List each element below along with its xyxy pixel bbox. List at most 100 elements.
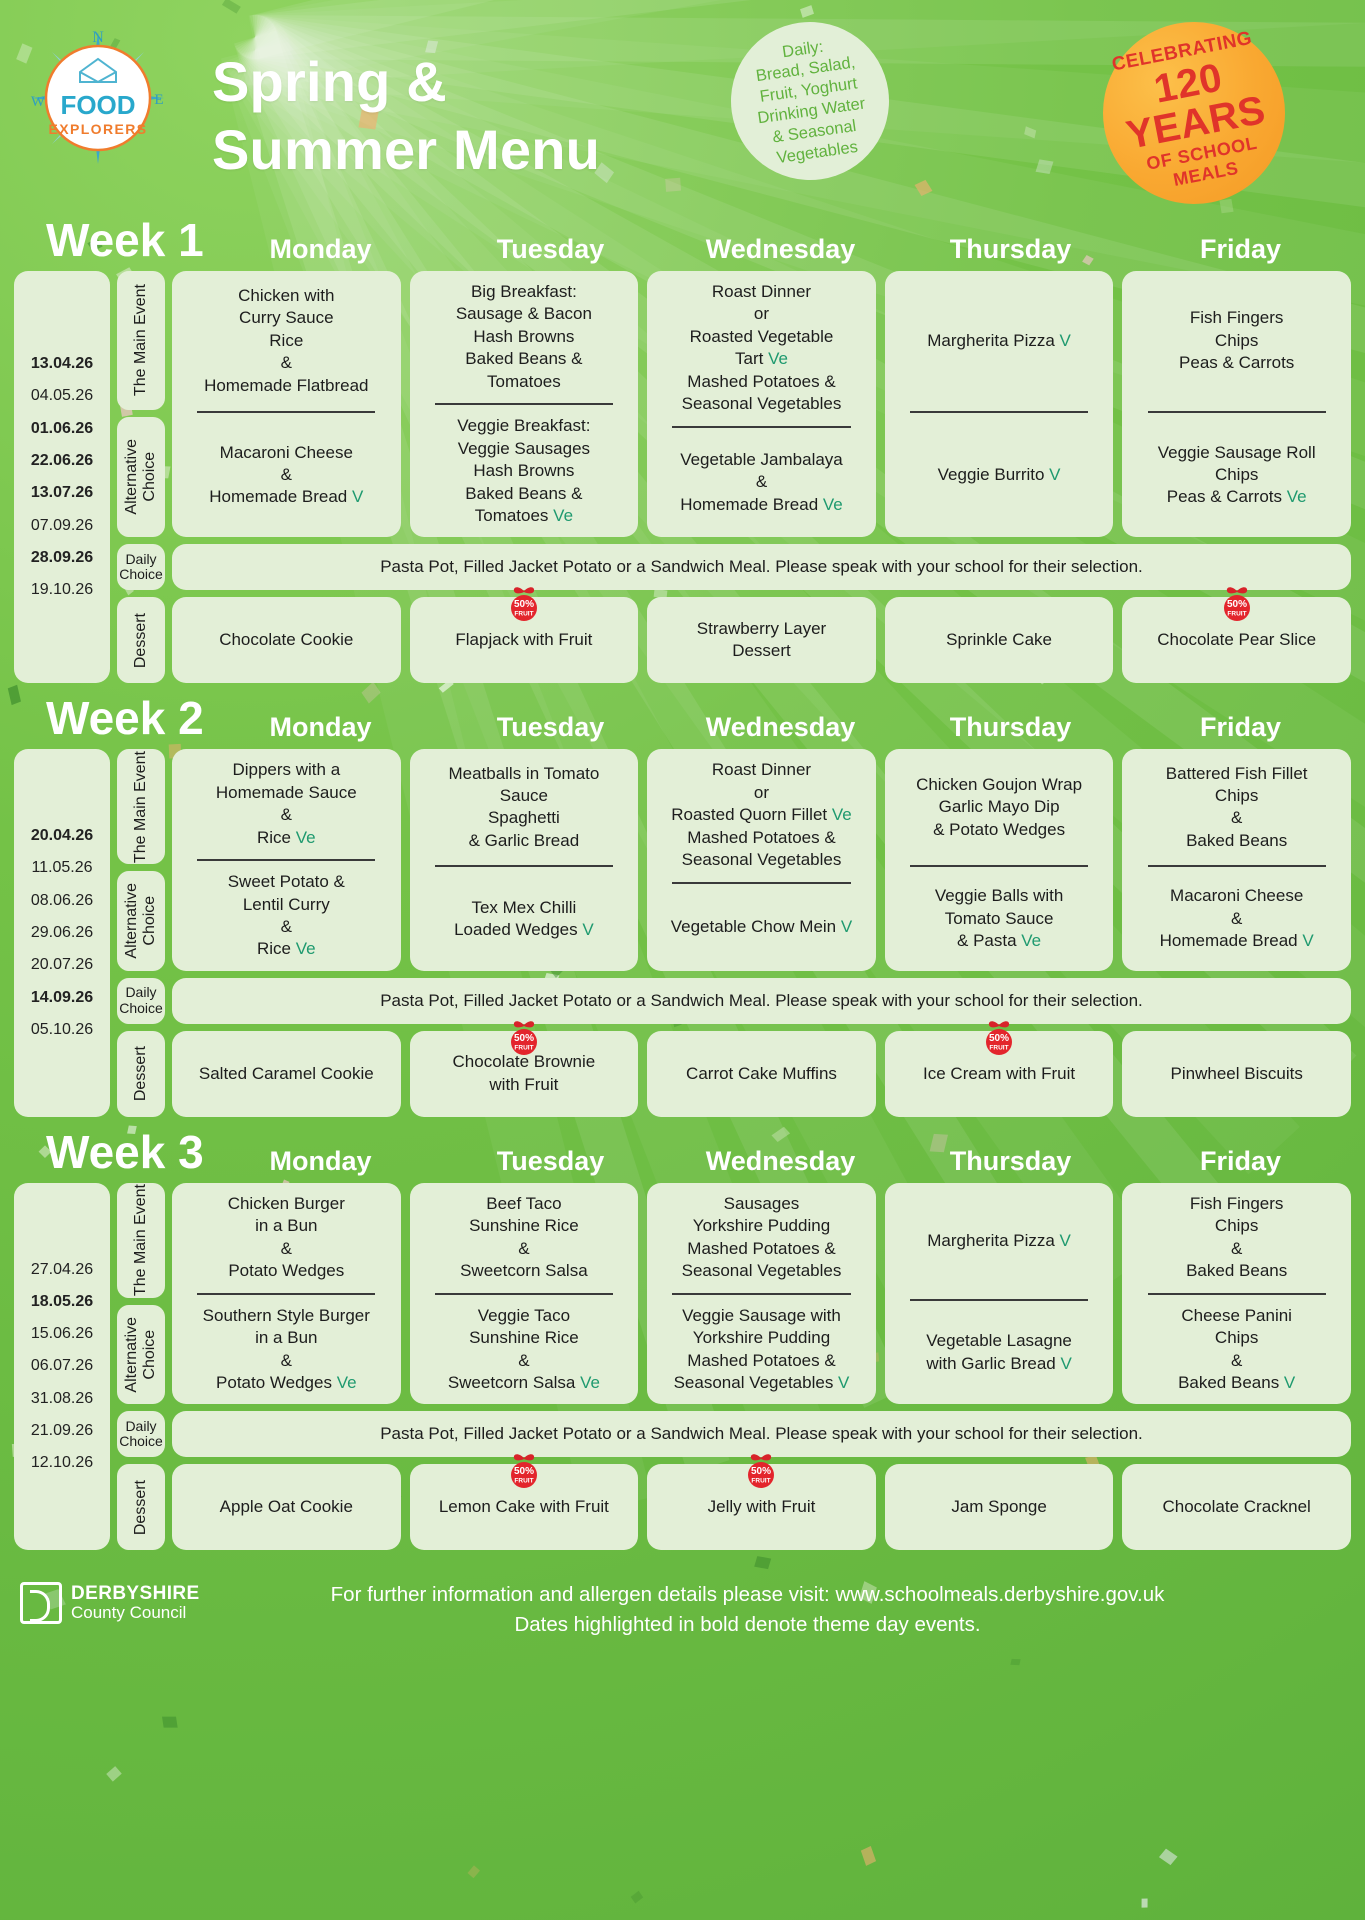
svg-text:50%: 50% xyxy=(514,1466,534,1477)
cell-divider xyxy=(1147,865,1326,868)
dessert-cell[interactable]: 50% FRUIT Chocolate Pear Slice xyxy=(1122,587,1351,684)
week-grid: 20.04.26 11.05.26 08.06.26 29.06.26 20.07.26… xyxy=(14,749,1351,1117)
main-event-text: Chicken with Curry Sauce Rice & Homemade Fla… xyxy=(204,285,369,395)
meal-cell[interactable]: Big Breakfast: Sausage & Bacon Hash Browns… xyxy=(409,271,639,538)
fruit-percentage-badge-icon: 50% FRUIT xyxy=(1218,584,1256,624)
veg-marker: Ve xyxy=(553,505,574,525)
row-label-daily-choice: Daily Choice xyxy=(117,544,165,591)
row-label-text: Daily Choice xyxy=(119,550,163,583)
dessert-cells: Chocolate Cookie 50% FRUIT Flapjack with Fr… xyxy=(172,587,1351,684)
meal-cell[interactable]: Roast Dinner or Roasted Vegetable Tart Ve Ma… xyxy=(647,271,876,538)
alternative-choice-text: Sweet Potato & Lentil Curry & Rice Ve xyxy=(227,872,345,959)
dessert-cell[interactable]: Salted Caramel Cookie xyxy=(172,1030,401,1117)
dessert-row: Dessert Chocolate Cookie 50% FRUIT Flapjack … xyxy=(117,587,1351,684)
row-label-column: The Main Event Alternative Choice xyxy=(117,271,165,538)
dessert-text: Chocolate Cookie xyxy=(219,630,354,650)
daily-choice-text[interactable]: Pasta Pot, Filled Jacket Potato or a San… xyxy=(172,544,1351,591)
dessert-text: Pinwheel Biscuits xyxy=(1170,1063,1303,1083)
row-label-text: Daily Choice xyxy=(119,984,163,1016)
row-label-text: Alternative Choice xyxy=(123,883,158,959)
main-event-text: Margherita Pizza V xyxy=(927,330,1071,350)
dessert-cell[interactable]: 50% FRUIT Flapjack with Fruit xyxy=(409,587,639,684)
week-title: Week 3 xyxy=(46,1125,204,1178)
dates-column: 13.04.26 04.05.26 01.06.26 22.06.26 13.07.26… xyxy=(14,271,110,684)
page-footer: DERBYSHIRE County Council For further in… xyxy=(0,1562,1365,1658)
cell-divider xyxy=(909,865,1089,868)
meal-cell[interactable]: Dippers with a Homemade Sauce & Rice Ve Swee… xyxy=(172,749,401,971)
alternative-choice-text: Cheese Panini Chips & Baked Beans V xyxy=(1178,1305,1296,1392)
cell-divider xyxy=(434,403,614,406)
date-item: 20.04.26 xyxy=(30,827,94,845)
week-title: Week 2 xyxy=(46,692,204,745)
row-label-column: The Main Event Alternative Choice xyxy=(117,1182,165,1405)
footer-bold-dates-note: Dates highlighted in bold denote theme d… xyxy=(514,1613,981,1637)
week-rows: The Main Event Alternative Choice Dippers … xyxy=(117,749,1351,1117)
date-item: 19.10.26 xyxy=(30,581,94,599)
dessert-cell[interactable]: 50% FRUIT Chocolate Brownie with Fruit xyxy=(409,1021,639,1117)
meal-cell[interactable]: Beef Taco Sunshine Rice & Sweetcorn Salsa Ve… xyxy=(409,1182,639,1405)
dessert-cell[interactable]: Strawberry Layer Dessert xyxy=(647,597,876,684)
meal-cell[interactable]: Chicken Burger in a Bun & Potato Wedges Sout… xyxy=(172,1182,401,1405)
svg-text:FRUIT: FRUIT xyxy=(514,611,533,618)
week-rows: The Main Event Alternative Choice Chicken … xyxy=(117,271,1351,684)
meal-cell[interactable]: Fish Fingers Chips Peas & Carrots Veggie Sa… xyxy=(1122,271,1351,538)
meal-cell[interactable]: Margherita Pizza V Veggie Burrito V xyxy=(884,271,1114,538)
date-item: 18.05.26 xyxy=(30,1292,94,1310)
meal-cell[interactable]: Meatballs in Tomato Sauce Spaghetti & Garli… xyxy=(409,749,639,971)
meal-cell[interactable]: Fish Fingers Chips & Baked Beans Cheese Pani… xyxy=(1122,1182,1351,1405)
dessert-cell[interactable]: 50% FRUIT Lemon Cake with Fruit xyxy=(409,1454,639,1551)
day-name-thursday: Thursday xyxy=(949,234,1072,264)
dessert-cells: Salted Caramel Cookie 50% FRUIT Chocolate B… xyxy=(172,1021,1351,1117)
page-title-line2: Summer Menu xyxy=(212,118,601,182)
daily-choice-text[interactable]: Pasta Pot, Filled Jacket Potato or a San… xyxy=(172,977,1351,1024)
date-item: 13.04.26 xyxy=(30,354,94,372)
dessert-cell[interactable]: Carrot Cake Muffins xyxy=(647,1030,876,1117)
svg-text:50%: 50% xyxy=(514,599,534,610)
day-name-wednesday: Wednesday xyxy=(705,234,856,264)
fruit-percentage-badge-icon: 50% FRUIT xyxy=(505,1451,543,1491)
dessert-row: Dessert Salted Caramel Cookie 50% FRUIT Choc… xyxy=(117,1021,1351,1117)
meal-cell[interactable]: Chicken with Curry Sauce Rice & Homemade Fla… xyxy=(172,271,401,538)
dessert-text: Flapjack with Fruit xyxy=(455,630,593,650)
fruit-percentage-badge-icon: 50% FRUIT xyxy=(980,1018,1018,1058)
meal-cell[interactable]: Roast Dinner or Roasted Quorn Fillet Ve Mas… xyxy=(647,749,876,971)
veg-marker: Ve xyxy=(336,1372,357,1392)
alternative-choice-text: Vegetable Lasagne with Garlic Bread V xyxy=(926,1331,1072,1373)
daily-choice-text[interactable]: Pasta Pot, Filled Jacket Potato or a San… xyxy=(172,1411,1351,1458)
svg-text:FRUIT: FRUIT xyxy=(514,1478,533,1485)
week-block-3: Week 3 Monday Tuesday Wednesday Thursday Frid… xyxy=(0,1117,1365,1551)
meal-cell[interactable]: Sausages Yorkshire Pudding Mashed Potatoes… xyxy=(647,1182,876,1405)
day-name-tuesday: Tuesday xyxy=(496,712,605,743)
dessert-cell[interactable]: 50% FRUIT Ice Cream with Fruit xyxy=(884,1021,1114,1117)
main-event-text: Meatballs in Tomato Sauce Spaghetti & Garli… xyxy=(448,763,600,850)
daily-items-badge-text: Daily: Bread, Salad, Fruit, Yoghurt Drinkin… xyxy=(754,37,867,167)
svg-text:FRUIT: FRUIT xyxy=(1227,611,1246,618)
date-item: 01.06.26 xyxy=(30,419,94,437)
row-label-text: Dessert xyxy=(132,1479,150,1535)
dessert-cell[interactable]: Pinwheel Biscuits xyxy=(1122,1030,1351,1117)
dessert-cell[interactable]: Chocolate Cookie xyxy=(172,597,401,684)
food-explorers-logo: FOOD EXPLORERS N E W xyxy=(28,28,168,168)
meal-cell[interactable]: Battered Fish Fillet Chips & Baked Beans Mac… xyxy=(1122,749,1351,971)
council-name-line2: County Council xyxy=(71,1603,187,1623)
date-item: 06.07.26 xyxy=(30,1357,94,1375)
main-event-text: Chicken Burger in a Bun & Potato Wedges xyxy=(227,1193,345,1281)
main-and-alternative-row: The Main Event Alternative Choice Chicken … xyxy=(117,1182,1351,1405)
cell-divider xyxy=(672,425,851,428)
dessert-cell[interactable]: Chocolate Cracknel xyxy=(1122,1464,1351,1551)
day-name-monday: Monday xyxy=(269,1145,372,1176)
page-header: FOOD EXPLORERS N E W Spring & Summer Men… xyxy=(0,0,1365,220)
dessert-cell[interactable]: Apple Oat Cookie xyxy=(172,1464,401,1551)
dessert-cell[interactable]: 50% FRUIT Jelly with Fruit xyxy=(647,1454,876,1551)
date-item: 11.05.26 xyxy=(31,859,93,877)
veg-marker: V xyxy=(838,1372,850,1392)
dessert-cell[interactable]: Jam Sponge xyxy=(884,1464,1114,1551)
meal-cell[interactable]: Margherita Pizza V Vegetable Lasagne with … xyxy=(884,1182,1114,1405)
row-label-daily-choice: Daily Choice xyxy=(117,1411,165,1458)
date-item: 07.09.26 xyxy=(30,516,94,534)
row-label-column: The Main Event Alternative Choice xyxy=(117,749,165,971)
dessert-cell[interactable]: Sprinkle Cake xyxy=(884,597,1114,684)
cell-divider xyxy=(197,411,376,414)
day-name-monday: Monday xyxy=(269,234,372,264)
meal-cell[interactable]: Chicken Goujon Wrap Garlic Mayo Dip & Pota… xyxy=(884,749,1114,971)
